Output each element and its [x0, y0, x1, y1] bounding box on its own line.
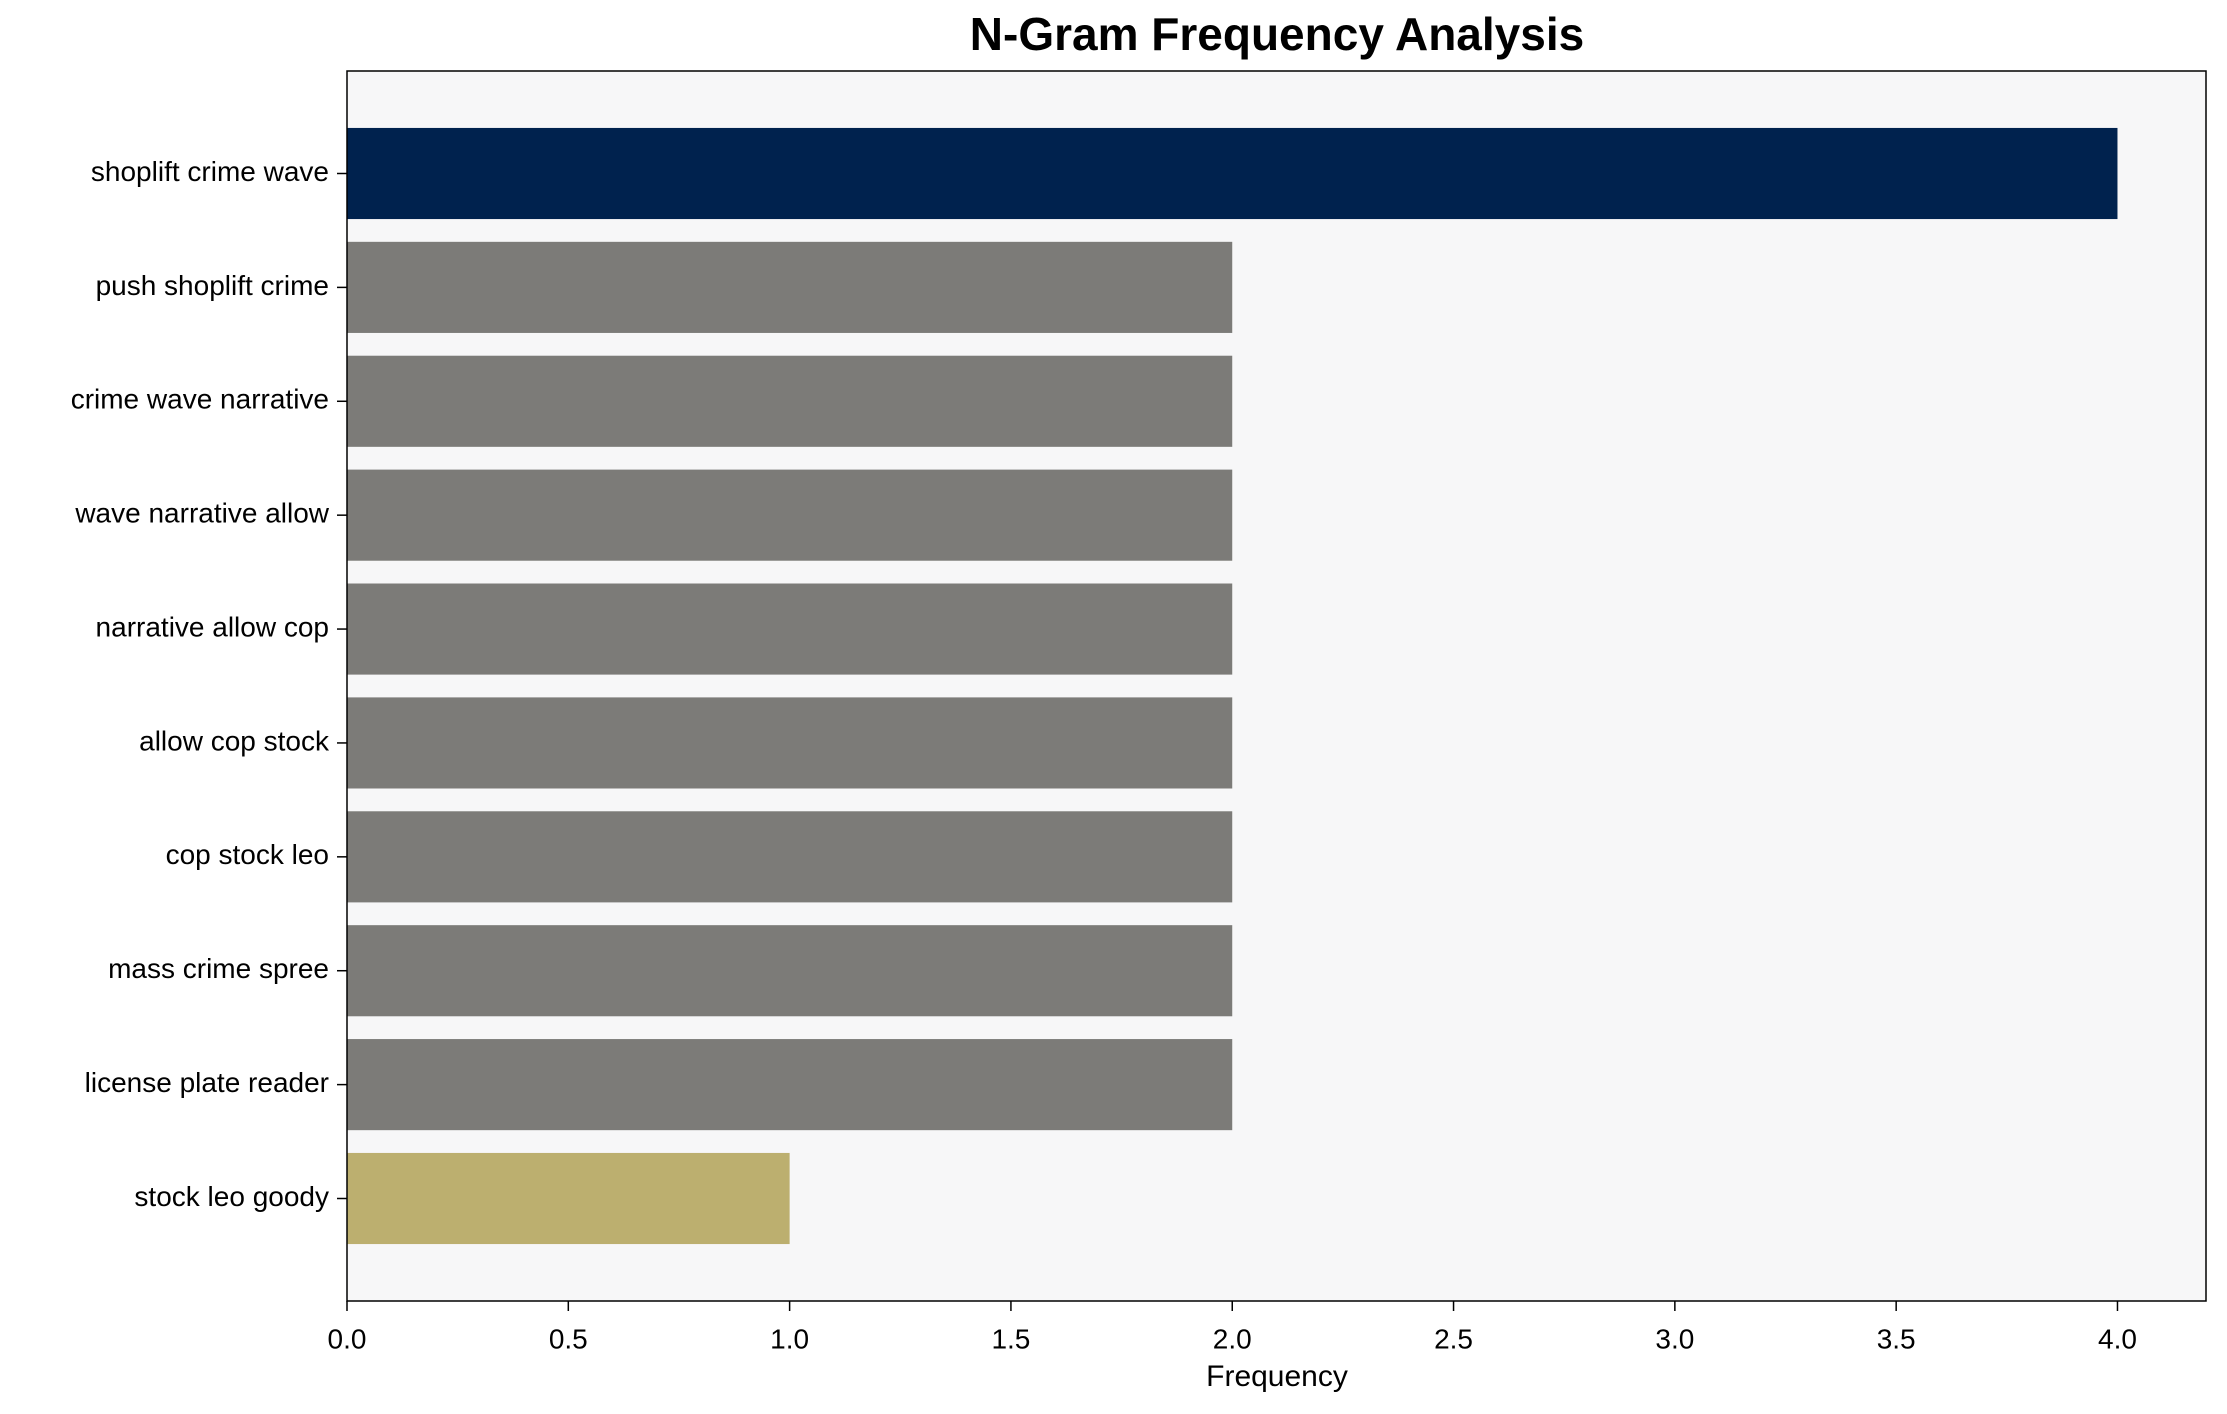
x-axis-label: Frequency	[1206, 1360, 1348, 1393]
y-tick-label: shoplift crime wave	[91, 156, 329, 187]
bar	[347, 925, 1233, 1017]
y-tick-label: license plate reader	[85, 1067, 329, 1098]
y-tick-label: narrative allow cop	[96, 611, 329, 642]
x-tick-label: 1.5	[991, 1323, 1030, 1354]
x-tick-label: 2.0	[1213, 1323, 1252, 1354]
bar	[347, 1039, 1233, 1131]
plot-frame	[346, 70, 2207, 1302]
chart-title: N-Gram Frequency Analysis	[970, 8, 1584, 60]
y-tick-label: mass crime spree	[108, 953, 329, 984]
y-tick-label: crime wave narrative	[71, 384, 329, 415]
bar	[347, 1152, 790, 1245]
bar	[347, 697, 1233, 789]
x-tick-label: 3.0	[1655, 1323, 1694, 1354]
x-tick-label: 3.5	[1877, 1323, 1916, 1354]
y-tick-label: push shoplift crime	[96, 270, 329, 301]
y-tick-label: cop stock leo	[166, 839, 329, 870]
bar	[347, 355, 1233, 447]
bar	[347, 583, 1233, 675]
x-tick-label: 2.5	[1434, 1323, 1473, 1354]
y-tick-label: allow cop stock	[139, 725, 330, 756]
x-tick-label: 0.0	[328, 1323, 367, 1354]
y-tick-label: stock leo goody	[134, 1181, 329, 1212]
bar	[347, 469, 1233, 561]
x-tick-label: 0.5	[549, 1323, 588, 1354]
x-tick-label: 1.0	[770, 1323, 809, 1354]
y-tick-label: wave narrative allow	[74, 498, 329, 529]
bar	[347, 127, 2118, 220]
x-tick-label: 4.0	[2098, 1323, 2137, 1354]
bar	[347, 241, 1233, 333]
bar	[347, 811, 1233, 903]
